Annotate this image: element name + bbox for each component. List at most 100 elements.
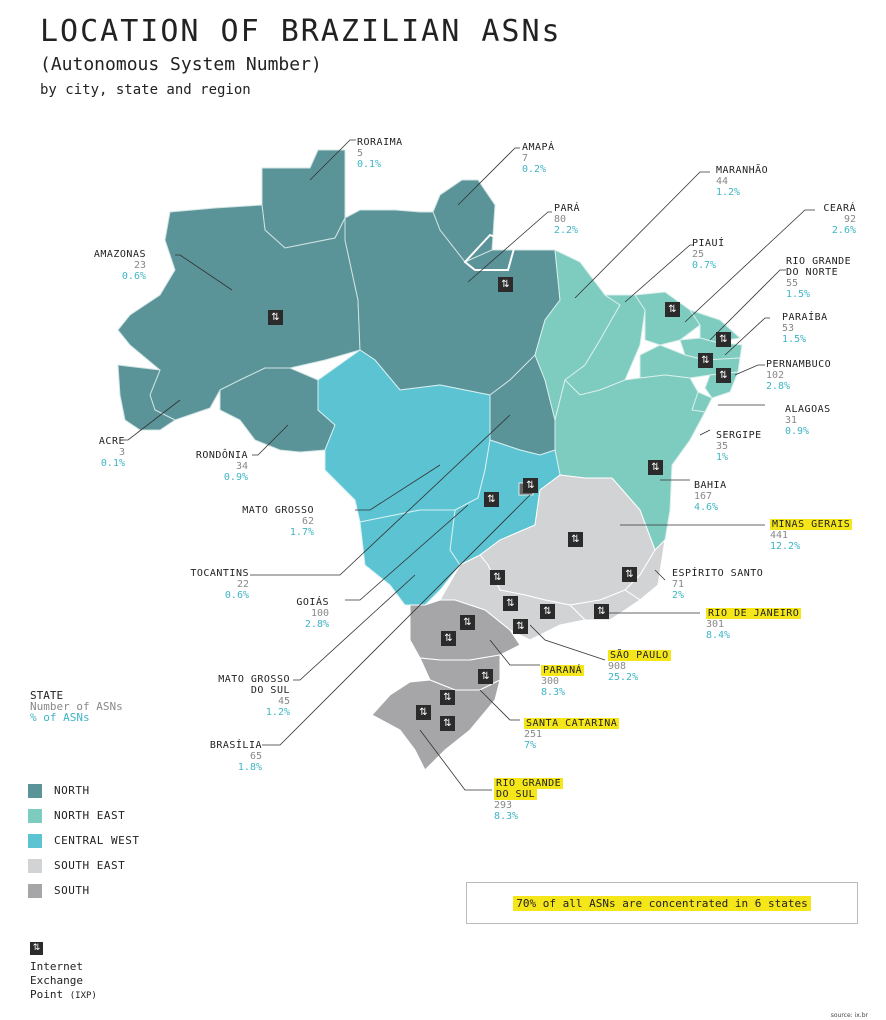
state-percent: 0.7% [692, 260, 717, 271]
legend-item-north-east: NORTH EAST [28, 803, 139, 828]
label-goias: GOIÁS 100 2.8% [296, 597, 329, 630]
label-espirito-santo: ESPÍRITO SANTO 71 2% [672, 568, 763, 601]
ixp-icon: ⇅ [440, 690, 455, 705]
ixp-icon: ⇅ [478, 669, 493, 684]
ixp-line3: Point (IXP) [30, 988, 97, 1003]
key-number: Number of ASNs [30, 700, 123, 713]
ixp-icon: ⇅ [503, 596, 518, 611]
state-count: 53 [782, 323, 795, 334]
state-count: 3 [118, 447, 125, 458]
source-note: source: ix.br [830, 1012, 868, 1019]
label-santa-catarina: SANTA CATARINA 251 7% [524, 718, 620, 751]
state-count: 92 [843, 214, 856, 225]
label-sao-paulo: SÃO PAULO 908 25.2% [608, 650, 671, 683]
label-maranhao: MARANHÃO 44 1.2% [716, 165, 768, 198]
state-name: PARANÁ [541, 665, 585, 676]
legend-item-north: NORTH [28, 778, 139, 803]
label-parana: PARANÁ 300 8.3% [541, 665, 585, 698]
ixp-icon: ⇅ [498, 277, 513, 292]
state-name: MINAS GERAIS [770, 519, 853, 530]
label-brasilia: BRASÍLIA 65 1.8% [210, 740, 262, 773]
state-percent: 1.8% [237, 762, 262, 773]
ixp-icon: ⇅ [540, 604, 555, 619]
ixp-abbr: (IXP) [69, 991, 97, 1001]
region-north-east [534, 249, 743, 551]
ixp-icon: ⇅ [460, 615, 475, 630]
state-percent: 1.2% [265, 707, 290, 718]
ixp-icon: ⇅ [513, 619, 528, 634]
state-percent: 8.3% [541, 687, 566, 698]
page-byline: by city, state and region [40, 82, 251, 98]
label-roraima: RORAIMA 5 0.1% [357, 137, 403, 170]
state-name: AMAZONAS [93, 249, 146, 260]
label-rio-de-janeiro: RIO DE JANEIRO 301 8.4% [706, 608, 802, 641]
state-percent: 2.8% [766, 381, 791, 392]
state-percent: 0.2% [522, 164, 547, 175]
ixp-line2: Exchange [30, 974, 83, 987]
state-name-line1: RIO GRANDE [494, 778, 564, 789]
state-percent: 7% [524, 740, 537, 751]
state-percent: 25.2% [608, 672, 639, 683]
state-count: 45 [277, 696, 290, 707]
ixp-icon: ⇅ [622, 567, 637, 582]
state-percent: 0.9% [785, 426, 810, 437]
ixp-icon: ⇅ [648, 460, 663, 475]
callout-text: 70% of all ASNs are concentrated in 6 st… [513, 895, 811, 911]
page-title: LOCATION OF BRAZILIAN ASNs [40, 14, 562, 49]
region-north [117, 149, 561, 456]
state-percent: 0.6% [224, 590, 249, 601]
state-count: 102 [766, 370, 785, 381]
state-name-line1: RIO GRANDE [786, 256, 852, 267]
leader-lines [122, 139, 815, 791]
state-rio-grande-do-sul [371, 679, 501, 771]
ixp-icon: ⇅ [568, 532, 583, 547]
state-percent: 1.5% [786, 289, 811, 300]
state-percent: 1.2% [716, 187, 741, 198]
state-name: BAHIA [694, 480, 727, 491]
ixp-icon: ⇅ [30, 942, 43, 955]
state-count: 55 [786, 278, 799, 289]
state-name: PARAÍBA [782, 312, 828, 323]
state-count: 300 [541, 676, 560, 687]
label-piaui: PIAUÍ 25 0.7% [692, 238, 725, 271]
state-name: BRASÍLIA [209, 740, 262, 751]
ixp-icon: ⇅ [523, 478, 538, 493]
state-count: 80 [554, 214, 567, 225]
label-rio-grande-do-norte: RIO GRANDE DO NORTE 55 1.5% [786, 256, 851, 300]
region-legend: NORTH NORTH EAST CENTRAL WEST SOUTH EAST… [28, 778, 139, 903]
state-percent: 0.1% [100, 458, 125, 469]
ixp-icon: ⇅ [665, 302, 680, 317]
label-mato-grosso-do-sul: MATO GROSSO DO SUL 45 1.2% [218, 674, 290, 718]
label-bahia: BAHIA 167 4.6% [694, 480, 727, 513]
label-para: PARÁ 80 2.2% [554, 203, 580, 236]
state-count: 7 [522, 153, 529, 164]
label-amazonas: AMAZONAS 23 0.6% [94, 249, 146, 282]
state-name: CEARÁ [823, 203, 856, 214]
state-count: 167 [694, 491, 713, 502]
state-count: 908 [608, 661, 627, 672]
ixp-icon: ⇅ [441, 631, 456, 646]
ixp-line1: Internet [30, 960, 83, 973]
legend-swatch [28, 833, 42, 848]
region-south [371, 599, 521, 771]
label-mato-grosso: MATO GROSSO 62 1.7% [242, 505, 314, 538]
state-count: 23 [133, 260, 146, 271]
ixp-legend: ⇅ [30, 935, 43, 955]
state-percent: 2.8% [304, 619, 329, 630]
key-state: STATE [30, 689, 64, 702]
label-tocantins: TOCANTINS 22 0.6% [190, 568, 249, 601]
state-name: RORAIMA [357, 137, 403, 148]
ixp-legend-text: Internet Exchange Point (IXP) [30, 960, 97, 1003]
label-key: STATE Number of ASNs % of ASNs [30, 690, 123, 723]
state-name-line1: MATO GROSSO [218, 674, 290, 685]
state-percent: 1.5% [782, 334, 807, 345]
label-alagoas: ALAGOAS 31 0.9% [785, 404, 831, 437]
ixp-icon: ⇅ [268, 310, 283, 325]
legend-label: NORTH [54, 784, 90, 797]
legend-item-south: SOUTH [28, 878, 139, 903]
state-roraima [261, 149, 346, 249]
state-count: 34 [235, 461, 248, 472]
label-paraiba: PARAÍBA 53 1.5% [782, 312, 828, 345]
state-name: SERGIPE [716, 430, 762, 441]
